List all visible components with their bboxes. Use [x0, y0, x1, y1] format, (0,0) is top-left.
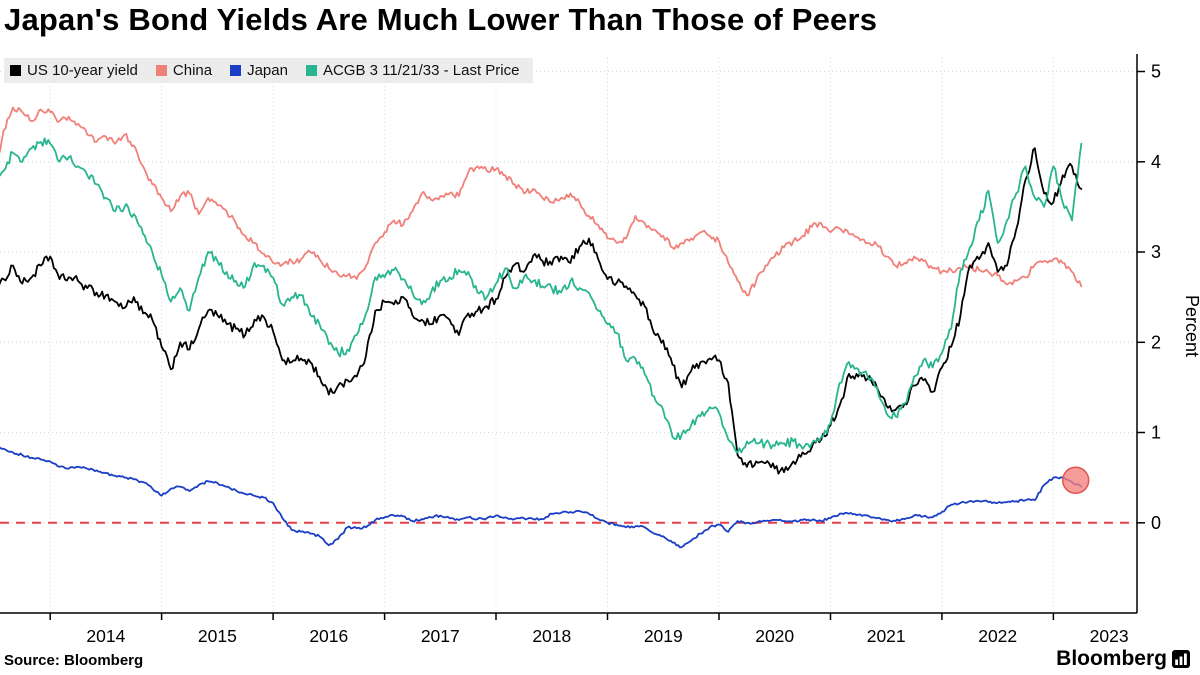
legend-label-us: US 10-year yield [27, 62, 138, 79]
legend-item-china: China [155, 62, 213, 79]
y-tick-label: 5 [1151, 62, 1161, 82]
x-tick-label: 2015 [198, 626, 237, 646]
legend-swatch-japan-icon [230, 65, 242, 76]
legend-item-japan: Japan [230, 62, 288, 79]
y-axis-title: Percent [1182, 295, 1200, 357]
chart-title: Japan's Bond Yields Are Much Lower Than … [4, 2, 878, 37]
y-tick-label: 0 [1151, 513, 1161, 533]
x-tick-label: 2018 [532, 626, 571, 646]
bloomberg-logo-icon [1172, 650, 1190, 668]
chart-canvas: 0 1 2 3 4 5 2014 2015 2016 2017 2018 2019 2020 2021 20… [0, 54, 1200, 646]
x-tick-label: 2016 [309, 626, 348, 646]
series-line-1 [0, 106, 1083, 297]
highlight-circle [1061, 466, 1090, 495]
series-line-2 [0, 446, 1083, 549]
y-tick-label: 4 [1151, 152, 1161, 172]
legend-item-acgb: ACGB 3 11/21/33 - Last Price [305, 62, 520, 79]
x-tick-label: 2017 [421, 626, 460, 646]
x-tick-label: 2023 [1090, 626, 1129, 646]
series-line-0 [0, 147, 1083, 475]
legend-swatch-china-icon [155, 65, 167, 76]
legend-swatch-acgb-icon [305, 65, 317, 76]
x-tick-label: 2021 [867, 626, 906, 646]
x-tick-label: 2022 [978, 626, 1017, 646]
series-line-3 [0, 137, 1083, 454]
legend-label-acgb: ACGB 3 11/21/33 - Last Price [322, 62, 520, 79]
x-tick-label: 2019 [644, 626, 683, 646]
x-tick-label: 2014 [86, 626, 125, 646]
x-tick-label: 2020 [755, 626, 794, 646]
y-tick-label: 3 [1151, 242, 1161, 262]
legend-label-japan: Japan [247, 62, 288, 79]
legend-swatch-us-icon [10, 65, 21, 76]
bloomberg-brand-text: Bloomberg [1056, 647, 1167, 670]
legend-item-us-10-year-yield: US 10-year yield [10, 62, 138, 79]
legend-label-china: China [172, 62, 213, 79]
legend: US 10-year yield China Japan ACGB 3 11/2… [4, 58, 534, 83]
y-tick-label: 1 [1151, 423, 1161, 443]
y-tick-label: 2 [1151, 332, 1161, 352]
source-attribution: Source: Bloomberg [4, 652, 144, 669]
bloomberg-wordmark: Bloomberg [1056, 647, 1190, 671]
